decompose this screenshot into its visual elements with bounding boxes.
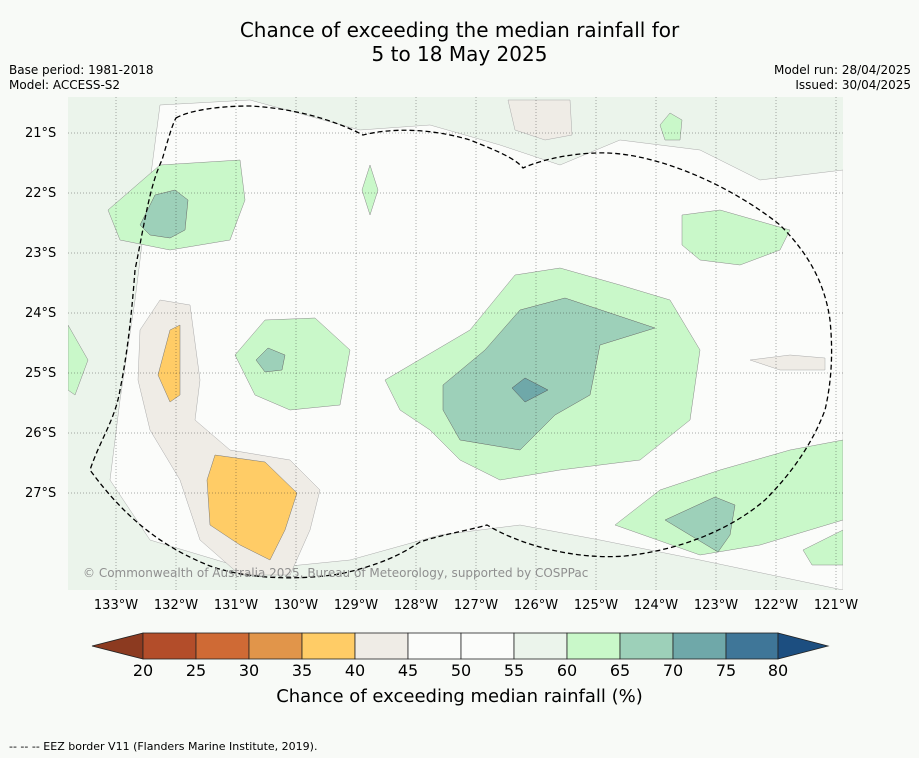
colorbar-bin [195,632,250,660]
graticule [68,97,843,590]
lon-label: 130°W [273,598,319,613]
region-40-45-north [507,99,573,141]
region-35-40-west [157,324,181,403]
region-60-65-southeast [614,439,843,556]
colorbar-bin [301,632,356,660]
colorbar-tick: 50 [450,661,472,680]
lon-label: 133°W [93,598,139,613]
colorbar-tick: 30 [238,661,260,680]
colorbar-bin [460,632,515,660]
title-line-1: Chance of exceeding the median rainfall … [239,18,680,42]
lon-label: 128°W [393,598,439,613]
colorbar-bin [513,632,568,660]
meta-left: Base period: 1981-2018 Model: ACCESS-S2 [9,63,154,93]
lon-label: 131°W [213,598,259,613]
colorbar-bin [248,632,303,660]
region-40-45-east [749,354,826,371]
region-65-70-southeast [664,496,736,553]
base-period: Base period: 1981-2018 [9,63,154,77]
region-60-65-east [681,209,791,266]
colorbar-tick: 45 [397,661,419,680]
region-60-65-corner [802,529,843,566]
map-title: Chance of exceeding the median rainfall … [0,18,919,66]
lat-label: 21°S [25,126,57,141]
lon-label: 125°W [573,598,619,613]
colorbar-tick: 70 [662,661,684,680]
region-65-70-midwest [255,347,286,373]
colorbar-bin [142,632,197,660]
colorbar-extend-low [91,632,144,660]
colorbar-tick: 35 [291,661,313,680]
colorbar-tick: 60 [556,661,578,680]
meta-right: Model run: 28/04/2025 Issued: 30/04/2025 [774,63,911,93]
colorbar-extend-high [777,632,830,660]
lon-label: 127°W [453,598,499,613]
lat-label: 27°S [25,486,57,501]
eez-border [89,105,833,579]
lon-label: 122°W [753,598,799,613]
region-65-70-central [442,297,656,451]
lat-label: 24°S [25,306,57,321]
colorbar-tick: 20 [132,661,154,680]
colorbar-bin [566,632,621,660]
lon-label: 129°W [333,598,379,613]
lat-label: 26°S [25,426,57,441]
lat-label: 25°S [25,366,57,381]
lon-label: 123°W [693,598,739,613]
region-60-65-edge [68,324,89,396]
colorbar-label: Chance of exceeding median rainfall (%) [276,686,643,707]
colorbar [91,632,830,660]
colorbar-tick: 55 [503,661,525,680]
model-run: Model run: 28/04/2025 [773,63,911,77]
colorbar-bin [407,632,462,660]
copyright-notice: © Commonwealth of Australia 2025, Bureau… [83,566,589,580]
colorbar-tick: 25 [185,661,207,680]
lon-label: 126°W [513,598,559,613]
region-35-40-south [206,454,298,561]
lat-label: 23°S [25,246,57,261]
issued-date: Issued: 30/04/2025 [795,78,911,92]
region-60-65-midwest [234,317,351,411]
lon-label: 121°W [813,598,859,613]
colorbar-bin [725,632,779,660]
colorbar-bin [354,632,409,660]
title-line-2: 5 to 18 May 2025 [371,42,548,66]
colorbar-bin [619,632,674,660]
colorbar-tick: 75 [715,661,737,680]
region-60-65-small [361,164,379,216]
map-area [68,97,843,590]
eez-footnote: -- -- -- EEZ border V11 (Flanders Marine… [9,740,318,753]
colorbar-tick: 40 [344,661,366,680]
region-70-75-central [511,377,549,403]
lat-label: 22°S [25,186,57,201]
colorbar-bin [672,632,727,660]
colorbar-tick: 80 [767,661,789,680]
lon-label: 124°W [633,598,679,613]
model-name: Model: ACCESS-S2 [9,78,121,92]
colorbar-tick: 65 [609,661,631,680]
lon-label: 132°W [153,598,199,613]
